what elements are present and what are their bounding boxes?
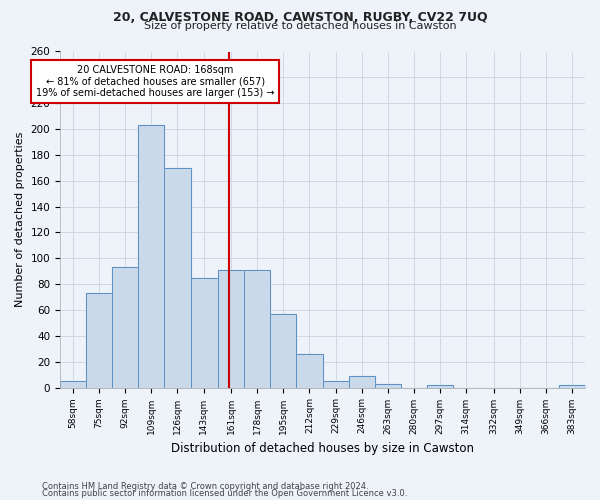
Bar bbox=[139, 125, 164, 388]
Bar bbox=[218, 270, 244, 388]
Bar bbox=[164, 168, 191, 388]
Text: Contains public sector information licensed under the Open Government Licence v3: Contains public sector information licen… bbox=[42, 489, 407, 498]
Bar bbox=[191, 278, 218, 388]
Text: Size of property relative to detached houses in Cawston: Size of property relative to detached ho… bbox=[143, 21, 457, 31]
Text: 20 CALVESTONE ROAD: 168sqm
← 81% of detached houses are smaller (657)
19% of sem: 20 CALVESTONE ROAD: 168sqm ← 81% of deta… bbox=[36, 64, 274, 98]
Bar bbox=[296, 354, 323, 388]
Bar bbox=[375, 384, 401, 388]
Bar bbox=[427, 385, 453, 388]
Text: 20, CALVESTONE ROAD, CAWSTON, RUGBY, CV22 7UQ: 20, CALVESTONE ROAD, CAWSTON, RUGBY, CV2… bbox=[113, 11, 487, 24]
Bar bbox=[60, 381, 86, 388]
Bar bbox=[244, 270, 271, 388]
Bar bbox=[86, 293, 112, 388]
Bar bbox=[559, 385, 585, 388]
Bar bbox=[323, 381, 349, 388]
Bar bbox=[349, 376, 375, 388]
Bar bbox=[271, 314, 296, 388]
X-axis label: Distribution of detached houses by size in Cawston: Distribution of detached houses by size … bbox=[171, 442, 474, 455]
Bar bbox=[112, 268, 139, 388]
Y-axis label: Number of detached properties: Number of detached properties bbox=[15, 132, 25, 307]
Text: Contains HM Land Registry data © Crown copyright and database right 2024.: Contains HM Land Registry data © Crown c… bbox=[42, 482, 368, 491]
